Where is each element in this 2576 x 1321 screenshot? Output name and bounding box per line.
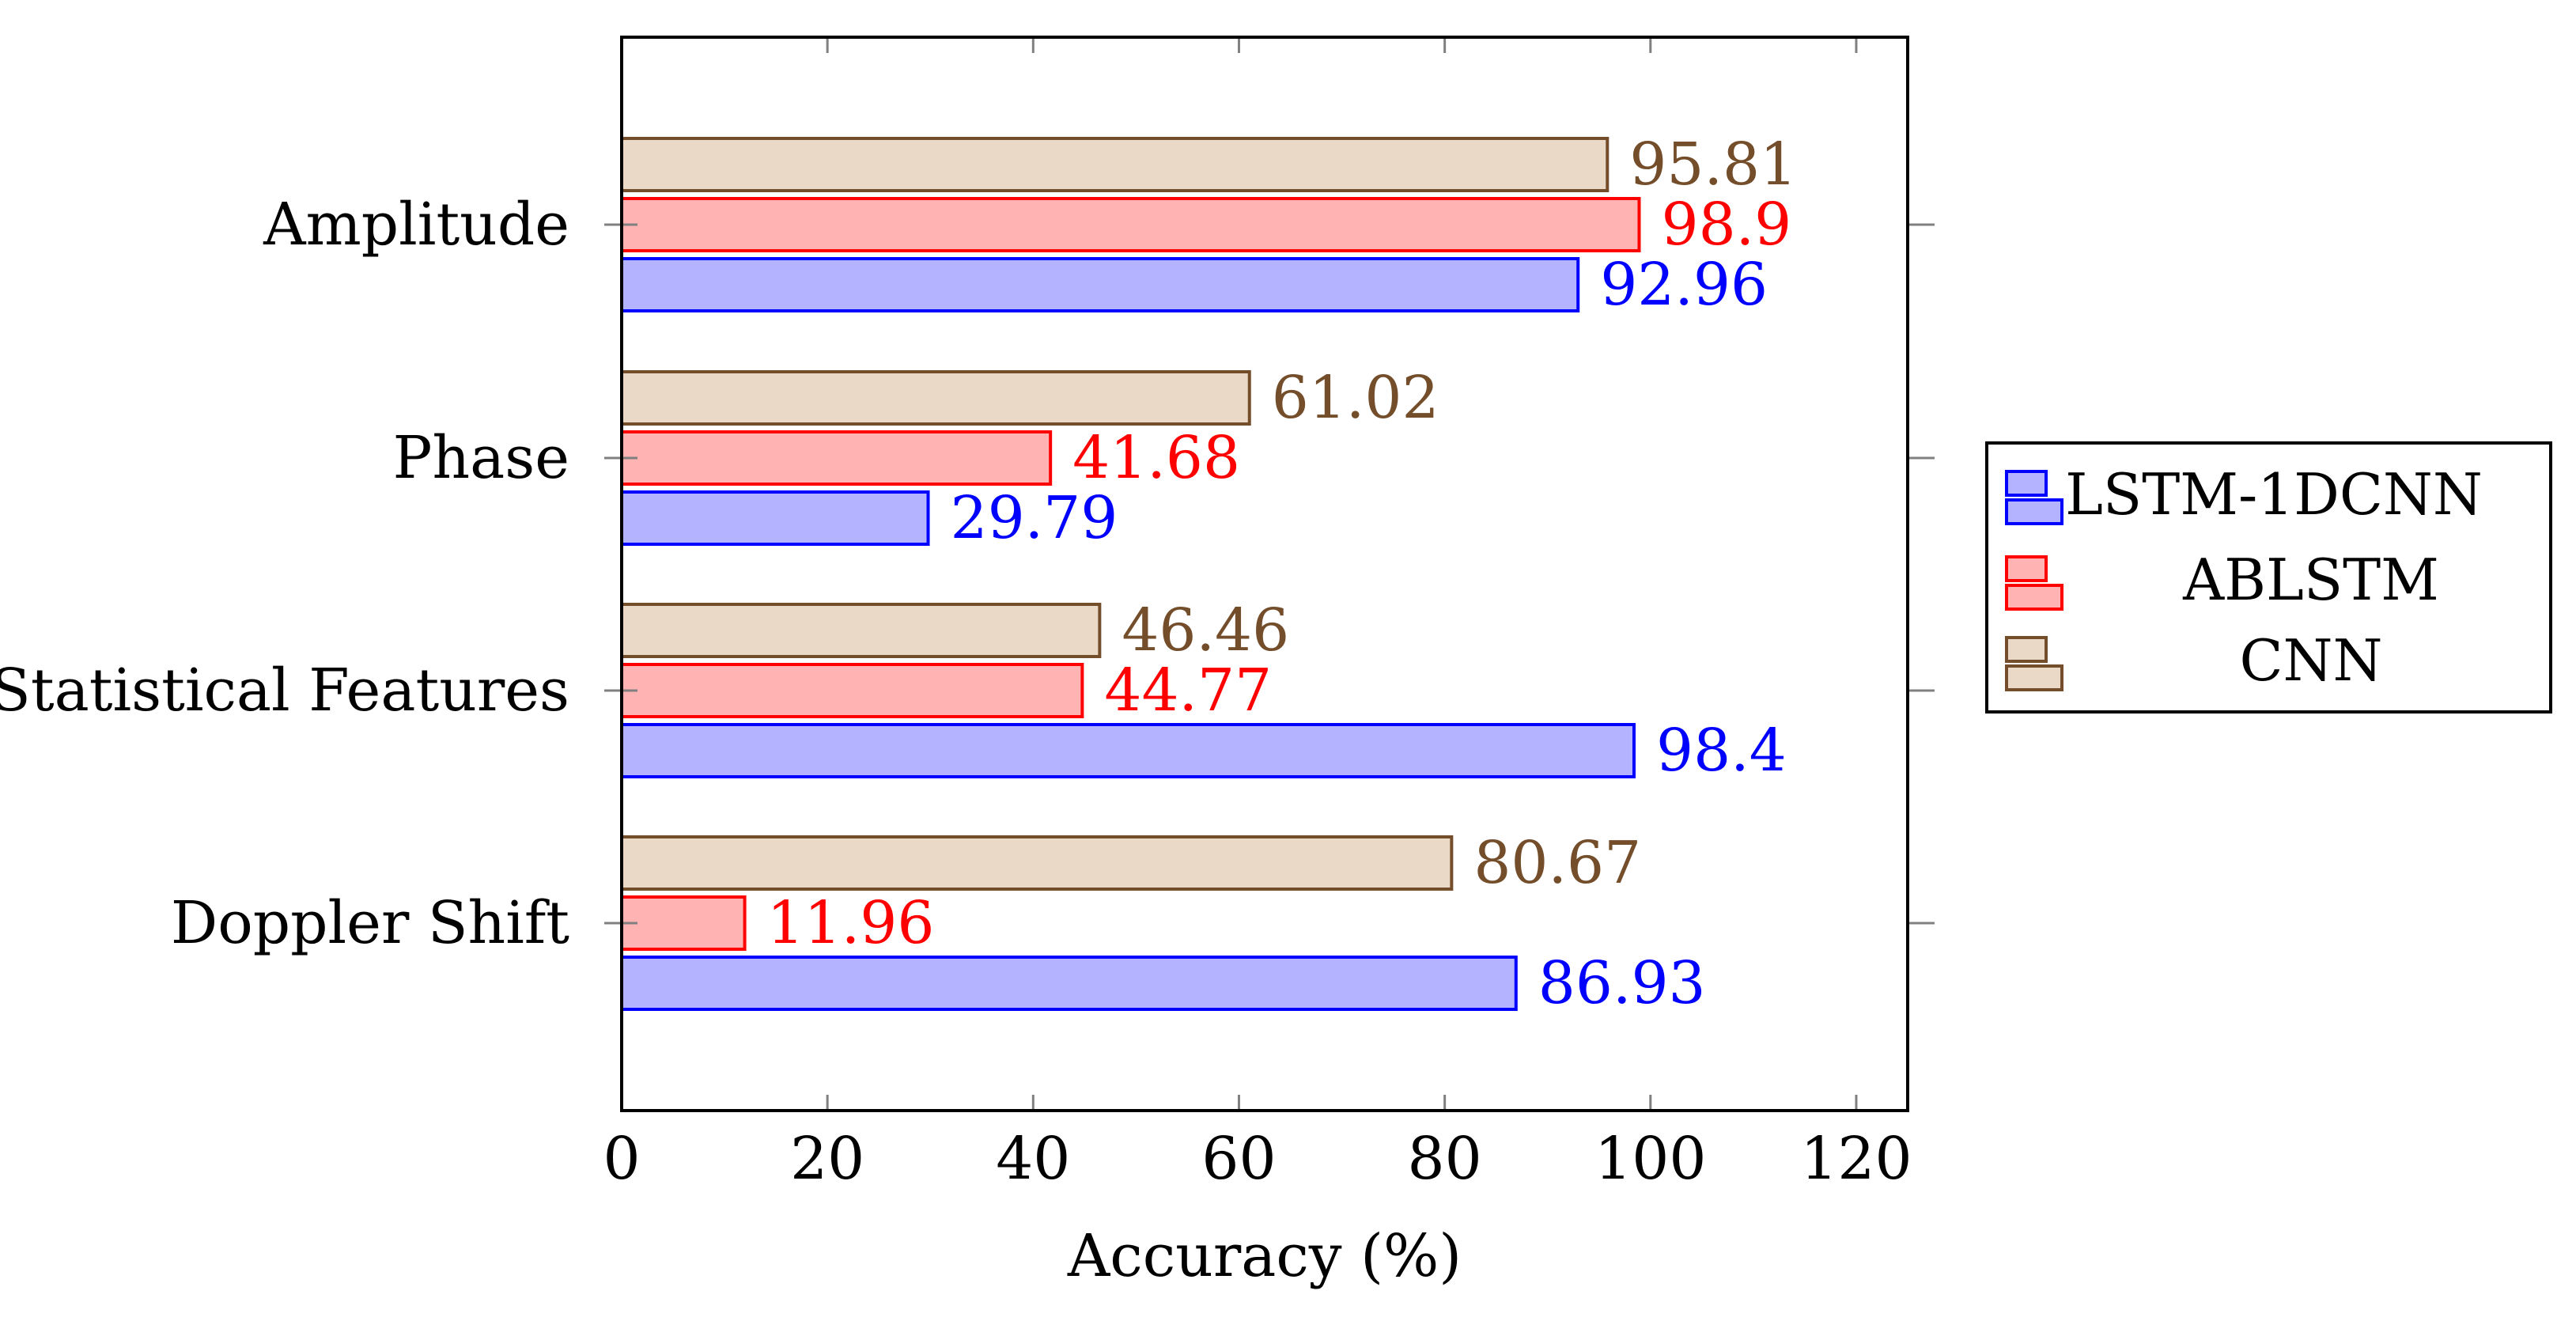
bar-ablstm-statistical-features xyxy=(620,663,1084,718)
labels-layer: 92.96 29.79 98.4 86.93 98.9 41.68 44.77 11.96 95… xyxy=(0,131,1912,1193)
bar-lstm-1dcnn-statistical-features xyxy=(620,723,1636,778)
legend-swatch-lstm-1dcnn xyxy=(2005,498,2063,525)
value-label-ablstm-phase: 41.68 xyxy=(1072,424,1240,492)
value-label-lstm-1dcnn-doppler-shift: 86.93 xyxy=(1538,949,1706,1017)
bar-ablstm-doppler-shift xyxy=(620,895,747,951)
value-label-ablstm-amplitude: 98.9 xyxy=(1661,191,1791,259)
x-tick-label: 120 xyxy=(1800,1125,1912,1193)
legend-swatch-lstm-1dcnn xyxy=(2005,470,2048,497)
value-label-lstm-1dcnn-statistical-features: 98.4 xyxy=(1656,717,1787,785)
x-tick-label: 100 xyxy=(1594,1125,1706,1193)
legend-swatch-ablstm xyxy=(2005,555,2048,582)
value-label-cnn-amplitude: 95.81 xyxy=(1629,131,1797,199)
category-label-amplitude: Amplitude xyxy=(263,191,569,259)
category-label-doppler-shift: Doppler Shift xyxy=(171,889,569,957)
legend-label-lstm-1dcnn: LSTM-1DCNN xyxy=(2065,461,2483,528)
legend-label-cnn: CNN xyxy=(2239,627,2382,694)
bar-ablstm-amplitude xyxy=(620,197,1641,252)
legend-swatch-ablstm xyxy=(2005,584,2063,611)
category-label-phase: Phase xyxy=(393,424,569,492)
legend-swatch-cnn xyxy=(2005,664,2063,691)
legend: LSTM-1DCNN ABLSTM CNN xyxy=(1985,441,2552,713)
bar-lstm-1dcnn-phase xyxy=(620,490,930,546)
value-label-ablstm-doppler-shift: 11.96 xyxy=(767,889,935,957)
value-label-cnn-statistical-features: 46.46 xyxy=(1122,596,1289,664)
value-label-lstm-1dcnn-phase: 29.79 xyxy=(951,484,1118,552)
x-tick-label: 60 xyxy=(1201,1125,1276,1193)
x-axis-title: Accuracy (%) xyxy=(1067,1222,1462,1290)
value-label-cnn-doppler-shift: 80.67 xyxy=(1473,829,1641,897)
x-tick-label: 20 xyxy=(790,1125,864,1193)
bar-cnn-statistical-features xyxy=(620,603,1102,658)
bar-lstm-1dcnn-amplitude xyxy=(620,257,1580,312)
value-label-ablstm-statistical-features: 44.77 xyxy=(1104,657,1272,725)
bars-layer xyxy=(620,137,1641,1011)
x-tick-label: 80 xyxy=(1408,1125,1482,1193)
bar-ablstm-phase xyxy=(620,430,1053,486)
bar-cnn-phase xyxy=(620,370,1251,426)
category-label-statistical-features: Statistical Features xyxy=(0,657,569,725)
bar-cnn-doppler-shift xyxy=(620,835,1454,891)
bar-lstm-1dcnn-doppler-shift xyxy=(620,956,1518,1011)
ticks-layer xyxy=(604,37,1935,1111)
legend-label-ablstm: ABLSTM xyxy=(2182,547,2439,613)
plot-area-frame xyxy=(620,36,1909,1112)
legend-frame xyxy=(1985,441,2552,713)
x-tick-label: 40 xyxy=(996,1125,1070,1193)
bar-cnn-amplitude xyxy=(620,137,1610,192)
value-label-lstm-1dcnn-amplitude: 92.96 xyxy=(1600,251,1768,319)
x-tick-label: 0 xyxy=(603,1125,640,1193)
legend-swatch-cnn xyxy=(2005,636,2048,663)
value-label-cnn-phase: 61.02 xyxy=(1272,364,1439,432)
